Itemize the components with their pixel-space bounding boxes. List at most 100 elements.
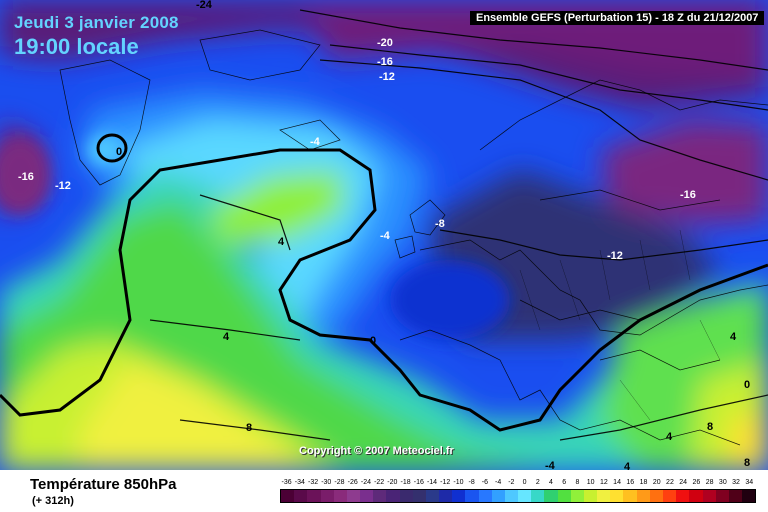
legend-swatch — [676, 490, 690, 502]
contour-label: 0 — [744, 379, 750, 391]
legend-swatch — [583, 490, 598, 502]
legend-swatch — [307, 490, 321, 502]
legend-tick-label: -28 — [334, 479, 345, 486]
legend-tick-label: 20 — [652, 479, 661, 486]
contour-label: 8 — [707, 421, 713, 433]
legend-tick-label: 4 — [549, 479, 553, 486]
color-scale-legend: -36 -34 -32 -30 -28 -26 -24 -22 -20 -18 -16 -14 -12-… — [280, 478, 756, 506]
legend-swatch — [491, 490, 505, 502]
legend-tick-label: -34 — [294, 479, 305, 486]
legend-tick-label: -8 — [468, 479, 475, 486]
contour-label: 8 — [246, 422, 252, 434]
legend-tick-label: 34 — [745, 479, 754, 486]
contour-label: 4 — [730, 331, 737, 343]
legend-tick-label: 32 — [732, 479, 740, 486]
legend-tick-label: -12 — [440, 479, 451, 486]
temperature-map: -24 -20 -16 -12 0 -16 -12 -4 4 -4 -8 -16… — [0, 0, 768, 470]
contour-label: -16 — [18, 171, 34, 183]
legend-tick-label: -36 — [281, 479, 292, 486]
forecast-local-time: 19:00 locale — [14, 34, 139, 59]
legend-tick-label: 18 — [639, 479, 648, 486]
legend-tick-label: 8 — [575, 479, 580, 486]
contour-label: -8 — [435, 218, 445, 230]
legend-swatch — [386, 490, 400, 502]
copyright-notice: Copyright © 2007 Meteociel.fr — [299, 445, 454, 457]
legend-tick-label: -2 — [508, 479, 515, 486]
legend-swatch — [478, 490, 492, 502]
isotherms — [149, 9, 768, 441]
contour-label: -16 — [680, 189, 696, 201]
contour-label: 4 — [624, 461, 631, 470]
legend-tick-label: 28 — [705, 479, 714, 486]
lead-time: (+ 312h) — [32, 495, 74, 507]
legend-swatch — [649, 490, 663, 502]
legend-swatch — [544, 490, 558, 502]
legend-tick-label: 2 — [535, 479, 540, 486]
legend-swatch — [597, 490, 611, 502]
contour-label: -4 — [545, 460, 556, 470]
temperature-field — [0, 0, 768, 470]
legend-swatch — [557, 490, 571, 502]
legend-tick-label: 10 — [586, 479, 595, 486]
legend-swatch — [636, 490, 650, 502]
zero-isotherm — [0, 133, 768, 432]
legend-tick-label: 26 — [692, 479, 701, 486]
legend-swatch — [294, 490, 308, 502]
contour-label: -20 — [377, 37, 393, 49]
legend-tick-label: -32 — [307, 479, 319, 486]
legend-swatch — [689, 490, 703, 502]
legend-swatch — [742, 490, 756, 502]
legend-tick-label: 16 — [626, 479, 635, 486]
contour-label: -4 — [380, 230, 391, 242]
legend-swatch — [333, 490, 347, 502]
contour-label: -16 — [377, 56, 393, 68]
legend-swatch — [623, 490, 637, 502]
legend-swatch — [360, 490, 374, 502]
legend-swatch — [452, 490, 466, 502]
legend-tick-label: 14 — [613, 479, 621, 486]
legend-swatch — [610, 490, 624, 502]
parameter-title: Température 850hPa — [30, 476, 177, 493]
contour-label: -12 — [379, 71, 395, 83]
contour-label: 4 — [223, 331, 230, 343]
model-run-banner: Ensemble GEFS (Perturbation 15) - 18 Z d… — [470, 11, 765, 25]
legend-tick-label: -30 — [321, 479, 332, 486]
legend-tick-label: -4 — [494, 479, 502, 486]
legend-swatch — [425, 490, 440, 502]
legend-tick-label: -22 — [374, 479, 385, 486]
legend-swatch — [412, 490, 426, 502]
contour-label: -12 — [55, 180, 71, 192]
legend-swatch — [531, 490, 545, 502]
legend-tick-label: 22 — [666, 479, 674, 486]
legend-swatches — [280, 489, 756, 503]
legend-tick-label: -24 — [360, 479, 371, 486]
legend-tick-label: 24 — [679, 479, 688, 486]
legend-swatch — [715, 490, 729, 502]
legend-tick-label: -20 — [387, 479, 398, 486]
legend-swatch — [346, 490, 361, 502]
legend-swatch — [662, 490, 677, 502]
contour-label: 0 — [370, 335, 376, 347]
legend-swatch — [504, 490, 519, 502]
legend-ticks: -36 -34 -32 -30 -28 -26 -24 -22 -20 -18 -16 -14 -12-… — [280, 478, 756, 488]
contour-labels: -24 -20 -16 -12 0 -16 -12 -4 4 -4 -8 -16… — [18, 0, 750, 470]
legend-swatch — [439, 490, 453, 502]
legend-swatch — [702, 490, 716, 502]
legend-tick-label: 30 — [718, 479, 727, 486]
legend-swatch — [373, 490, 387, 502]
contour-label: 4 — [666, 431, 673, 443]
legend-tick-label: 6 — [562, 479, 567, 486]
contour-label: 4 — [278, 236, 285, 248]
contour-label: -24 — [196, 0, 213, 11]
forecast-date: Jeudi 3 janvier 2008 — [14, 13, 179, 32]
legend-tick-label: -26 — [347, 479, 358, 486]
legend-swatch — [320, 490, 334, 502]
contour-label: 0 — [116, 146, 122, 158]
legend-swatch — [518, 490, 532, 502]
legend-tick-label: 12 — [599, 479, 608, 486]
legend-swatch — [570, 490, 584, 502]
contour-label: -4 — [310, 136, 321, 148]
legend-swatch — [399, 490, 413, 502]
legend-tick-label: -14 — [426, 479, 438, 486]
